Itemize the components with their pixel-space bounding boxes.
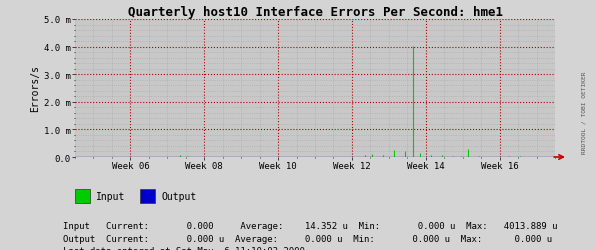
Text: Output  Current:       0.000 u  Average:     0.000 u  Min:       0.000 u  Max:  : Output Current: 0.000 u Average: 0.000 u… <box>63 234 552 243</box>
Text: RRDTOOL / TOBI OETIKER: RRDTOOL / TOBI OETIKER <box>581 72 586 154</box>
Text: Last data entered at Sat May  6 11:10:03 2000.: Last data entered at Sat May 6 11:10:03 … <box>63 246 311 250</box>
Text: Output: Output <box>161 191 196 201</box>
Text: Input   Current:       0.000     Average:    14.352 u  Min:       0.000 u  Max: : Input Current: 0.000 Average: 14.352 u M… <box>63 221 558 230</box>
Bar <box>140 189 155 204</box>
Y-axis label: Errors/s: Errors/s <box>30 65 40 112</box>
Bar <box>75 189 90 204</box>
Text: Input: Input <box>96 191 125 201</box>
Title: Quarterly host10 Interface Errors Per Second: hme1: Quarterly host10 Interface Errors Per Se… <box>127 6 503 19</box>
